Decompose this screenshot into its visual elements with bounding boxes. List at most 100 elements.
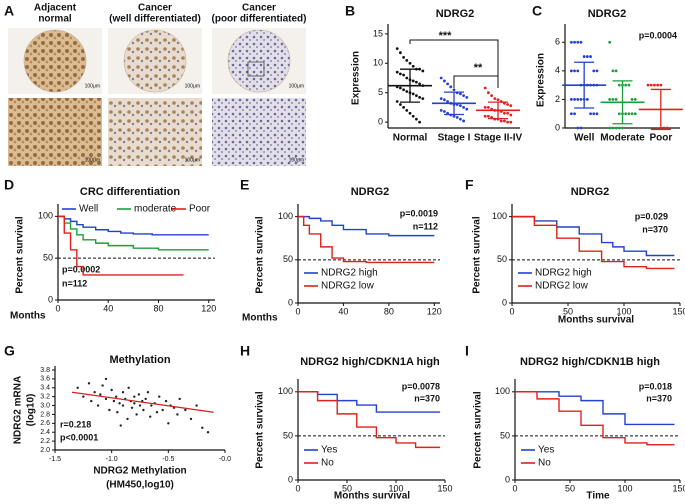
y-axis-label: Percent survival	[15, 216, 26, 293]
data-point	[617, 112, 621, 116]
data-point	[178, 397, 181, 401]
x-axis-label: (HM450,log10)	[106, 480, 174, 491]
y-tick-label: 3.4	[40, 385, 50, 392]
y-tick-label: 5	[378, 87, 383, 97]
data-point	[135, 413, 138, 416]
data-point	[439, 97, 443, 100]
data-point	[617, 126, 621, 130]
data-point	[608, 98, 612, 101]
data-point	[164, 399, 168, 403]
significance-bracket	[453, 75, 499, 88]
column-caption: Cancer	[242, 3, 276, 14]
data-point	[614, 126, 618, 130]
data-point	[443, 98, 446, 102]
data-point	[395, 70, 399, 74]
panel-letter: G	[4, 343, 15, 359]
data-point	[421, 69, 425, 73]
data-point	[104, 377, 108, 381]
data-point	[582, 55, 586, 58]
scale-bar-label: 100μm	[289, 83, 304, 89]
y-axis-label: (log10)	[26, 394, 37, 427]
data-point	[82, 395, 85, 398]
data-point	[576, 40, 580, 44]
data-point	[503, 119, 506, 123]
data-point	[576, 69, 580, 73]
x-tick-label: 150	[672, 483, 685, 493]
legend-label: NDRG2 high	[321, 268, 378, 279]
data-point	[112, 399, 116, 403]
data-point	[418, 96, 421, 99]
tissue-core	[123, 29, 187, 93]
scale-bar-label: 100μm	[85, 157, 100, 163]
data-point	[614, 98, 618, 101]
y-tick-label: 0	[288, 297, 293, 307]
panel-letter: B	[345, 3, 355, 19]
data-point	[569, 69, 573, 73]
annotation: **	[474, 62, 483, 74]
legend-label: NDRG2 high	[535, 268, 592, 279]
data-point	[462, 119, 465, 123]
data-point	[418, 82, 421, 86]
panel-letter: E	[240, 177, 249, 193]
data-point	[490, 94, 493, 98]
y-tick-label: 100	[278, 386, 293, 396]
data-point	[421, 97, 425, 100]
data-point	[446, 82, 449, 86]
data-point	[76, 386, 79, 389]
error-bar	[444, 91, 464, 116]
zoom-image	[108, 98, 202, 166]
legend-label: moderate	[134, 204, 177, 215]
panel-letter: C	[532, 3, 542, 19]
y-tick-label: 100	[492, 211, 507, 221]
data-point	[115, 395, 118, 398]
chart-title: CRC differentiation	[80, 186, 181, 198]
data-point	[161, 408, 164, 412]
annotation: p=0.0019	[400, 208, 438, 218]
survival-curve	[298, 391, 441, 449]
data-point	[415, 94, 418, 98]
data-point	[96, 404, 100, 407]
y-tick-label: 50	[283, 254, 293, 264]
data-point	[201, 426, 204, 429]
annotation: p=0.029	[635, 211, 668, 221]
y-tick-label: 3.0	[40, 402, 50, 409]
x-tick-label: -0.5	[162, 456, 174, 463]
tissue-core	[23, 29, 87, 93]
data-point	[452, 88, 456, 92]
chart-title: NDRG2 high/CDKN1A high	[300, 356, 440, 368]
y-axis-label: Expression	[536, 53, 547, 107]
x-tick-label: Well	[574, 133, 595, 144]
scale-bar-label: 100μm	[185, 157, 200, 163]
data-point	[569, 98, 573, 101]
tissue-core	[227, 29, 291, 93]
y-axis-label: Percent survival	[255, 216, 266, 293]
y-tick-label: 0	[555, 122, 560, 132]
data-point	[87, 382, 91, 385]
data-point	[146, 391, 150, 394]
data-point	[592, 112, 596, 116]
data-point	[627, 83, 631, 87]
data-point	[189, 417, 193, 421]
x-tick-label: -1.0	[106, 456, 118, 463]
y-tick-label: 0	[48, 294, 53, 304]
x-tick-label: Stage I	[438, 133, 471, 144]
data-point	[592, 69, 596, 73]
data-point	[462, 106, 465, 109]
y-tick-label: 50	[500, 430, 510, 440]
significance-bracket	[409, 39, 499, 86]
data-point	[585, 55, 589, 58]
data-point	[133, 402, 136, 405]
data-point	[483, 106, 487, 109]
x-tick-label: -0.0	[219, 456, 231, 463]
data-point	[408, 61, 412, 65]
x-tick-label: 40	[103, 303, 113, 313]
legend-label: NDRG2 low	[321, 281, 375, 292]
scale-bar-label: 100μm	[185, 83, 200, 89]
chart-title: NDRG2	[436, 8, 475, 20]
data-point	[483, 86, 487, 90]
zoom-box	[247, 61, 265, 77]
data-point	[195, 404, 198, 407]
survival-curve	[512, 215, 675, 257]
y-tick-label: 15	[373, 28, 383, 38]
data-point	[611, 126, 615, 130]
